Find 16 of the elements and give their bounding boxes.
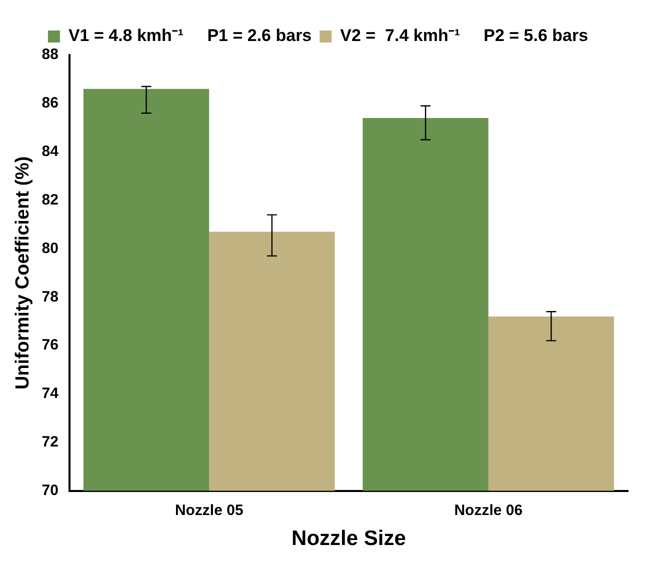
y-tick-label: 76 xyxy=(42,336,58,354)
y-tick-label: 80 xyxy=(42,240,58,257)
legend-label: V2 = 7.4 kmh⁻¹ P2 = 5.6 bars xyxy=(340,26,588,46)
x-axis-title: Nozzle Size xyxy=(292,527,406,550)
y-tick-label: 84 xyxy=(42,142,60,160)
legend-label: V1 = 4.8 kmh⁻¹ P1 = 2.6 bars xyxy=(68,26,312,46)
y-tick-label: 70 xyxy=(42,482,58,499)
y-tick-label: 72 xyxy=(42,434,58,451)
y-tick-label: 78 xyxy=(42,288,58,306)
y-tick-label: 86 xyxy=(42,94,58,112)
y-tick-label: 88 xyxy=(42,46,58,64)
y-tick-label: 82 xyxy=(42,191,58,208)
y-tick-label: 74 xyxy=(42,385,60,402)
x-tick-label: Nozzle 05 xyxy=(174,502,244,519)
x-tick-label: Nozzle 06 xyxy=(454,502,523,519)
y-axis-title: Uniformity Coefficient (%) xyxy=(12,156,34,390)
